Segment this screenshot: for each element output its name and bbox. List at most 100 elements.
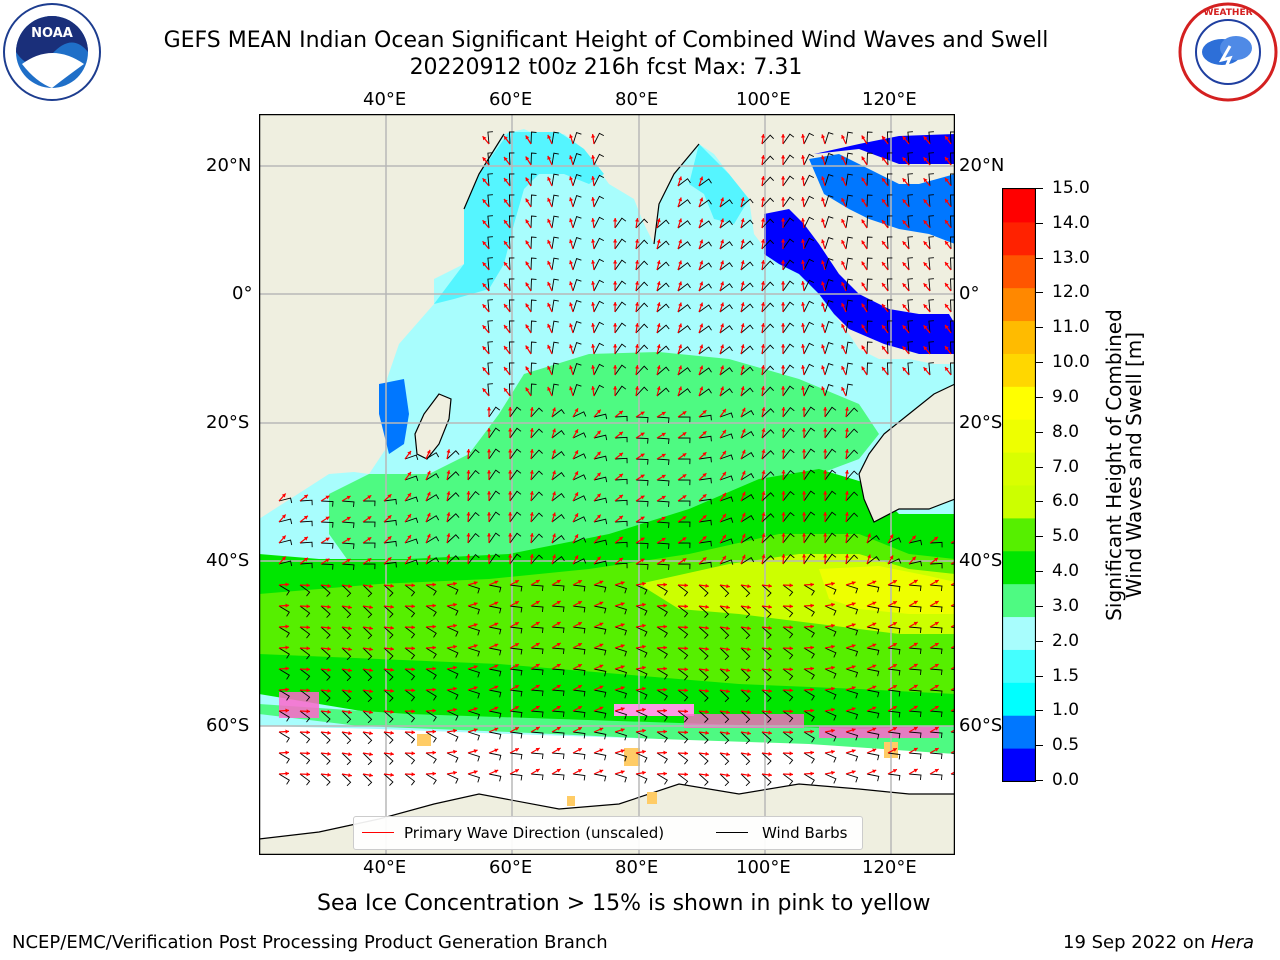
wave-arrow-head (407, 556, 411, 560)
wind-barb (425, 773, 437, 785)
wave-arrow-head (861, 240, 866, 245)
wave-arrow-head (552, 449, 556, 454)
wind-barb (656, 731, 668, 743)
wave-arrow-head (432, 645, 436, 650)
wave-arrow-head (945, 220, 949, 224)
wind-barb (487, 236, 493, 250)
wind-barb (803, 668, 815, 680)
wave-arrow-head (407, 493, 411, 497)
wind-barb (719, 454, 734, 460)
wind-barb (866, 731, 880, 740)
wave-arrow-head (851, 665, 856, 669)
wave-arrow-head (642, 686, 646, 691)
wind-barb (278, 626, 290, 638)
wind-barb (845, 383, 853, 397)
wind-barb (509, 668, 523, 676)
wind-barb (488, 511, 501, 523)
wave-arrow-head (861, 156, 866, 161)
wave-arrow-head (802, 407, 807, 411)
colorbar-tick-mark (1036, 257, 1043, 259)
wind-barb (320, 626, 331, 639)
wave-arrow-head (741, 470, 746, 475)
wind-barb (761, 155, 775, 166)
wave-arrow-head (831, 686, 835, 691)
wind-barb (551, 131, 559, 145)
wind-barb (719, 496, 734, 502)
wave-arrow-head (902, 199, 907, 204)
wave-arrow-head (487, 533, 492, 537)
wind-barb (508, 194, 515, 208)
wind-barb (635, 479, 649, 486)
wave-arrow-head (684, 604, 688, 609)
wave-arrow-head (547, 281, 552, 286)
wind-barb (928, 236, 934, 250)
wind-barb (508, 257, 515, 271)
wave-arrow-head (599, 769, 604, 774)
wave-arrow-head (327, 625, 331, 630)
wave-arrow-head (821, 365, 826, 370)
wind-barb (803, 689, 815, 701)
wind-barb (656, 542, 670, 549)
wave-arrow-head (720, 302, 725, 307)
wave-arrow-head (861, 324, 866, 329)
wave-arrow-head (781, 281, 786, 285)
wind-barb (530, 257, 537, 271)
wave-arrow-head (741, 491, 746, 496)
wind-barb (719, 262, 733, 271)
wave-arrow-head (923, 304, 928, 309)
wave-arrow-head (482, 325, 487, 330)
wind-barb (551, 320, 559, 334)
wave-arrow-head (504, 157, 508, 161)
wind-barb (908, 752, 922, 759)
wave-arrow-head (432, 624, 436, 629)
wind-barb (593, 216, 605, 229)
wind-barb (719, 710, 730, 724)
wind-barb (530, 362, 537, 376)
wind-barb (551, 362, 559, 376)
wave-arrow-head (569, 386, 574, 391)
wave-arrow-head (591, 365, 596, 369)
wind-barb (656, 710, 668, 722)
wave-arrow-head (789, 772, 793, 777)
wave-arrow-head (569, 302, 574, 307)
wave-arrow-head (781, 386, 786, 390)
wind-barb (383, 773, 394, 786)
wave-arrow-head (781, 491, 786, 495)
wind-barb (803, 532, 816, 544)
wind-barb (824, 532, 837, 544)
wave-arrow-head (494, 706, 499, 711)
wave-arrow-head (705, 667, 709, 672)
wind-barb (698, 647, 709, 660)
wave-arrow-head (831, 749, 835, 754)
sea-ice-edge (279, 692, 939, 806)
wave-arrow-head (781, 134, 786, 138)
wind-barb (677, 388, 691, 397)
colorbar-ticks: 0.0 0.5 1.0 1.5 2.0 3.0 4.0 5.0 6.0 7.0 8.0 9.0 10.0… (1036, 178, 1100, 792)
wind-barb (677, 241, 691, 250)
wave-arrow-head (761, 512, 766, 516)
wave-arrow-head (569, 344, 574, 349)
wave-arrow-head (529, 554, 534, 558)
wind-barb (677, 220, 691, 229)
colorbar-tick-label: 15.0 (1052, 178, 1090, 198)
wind-barb (509, 689, 523, 697)
wind-barb (824, 174, 834, 187)
wind-barb (845, 194, 853, 208)
wind-barb (908, 584, 922, 591)
wave-arrow-head (574, 471, 579, 476)
wind-barb (740, 240, 754, 250)
wind-barb (404, 668, 416, 681)
wave-arrow-head (620, 665, 625, 670)
wave-arrow-head (514, 580, 519, 584)
wave-arrow-head (678, 281, 683, 286)
wave-arrow-head (841, 219, 846, 223)
wind-barb (908, 647, 922, 654)
wind-barb (803, 511, 816, 523)
wind-barb (656, 416, 670, 423)
wave-arrow-head (390, 730, 394, 735)
wave-arrow-head (823, 491, 828, 495)
wave-arrow-head (525, 240, 530, 245)
madagascar (414, 393, 452, 460)
wind-barb (530, 668, 544, 676)
wave-arrow-head (821, 323, 826, 328)
